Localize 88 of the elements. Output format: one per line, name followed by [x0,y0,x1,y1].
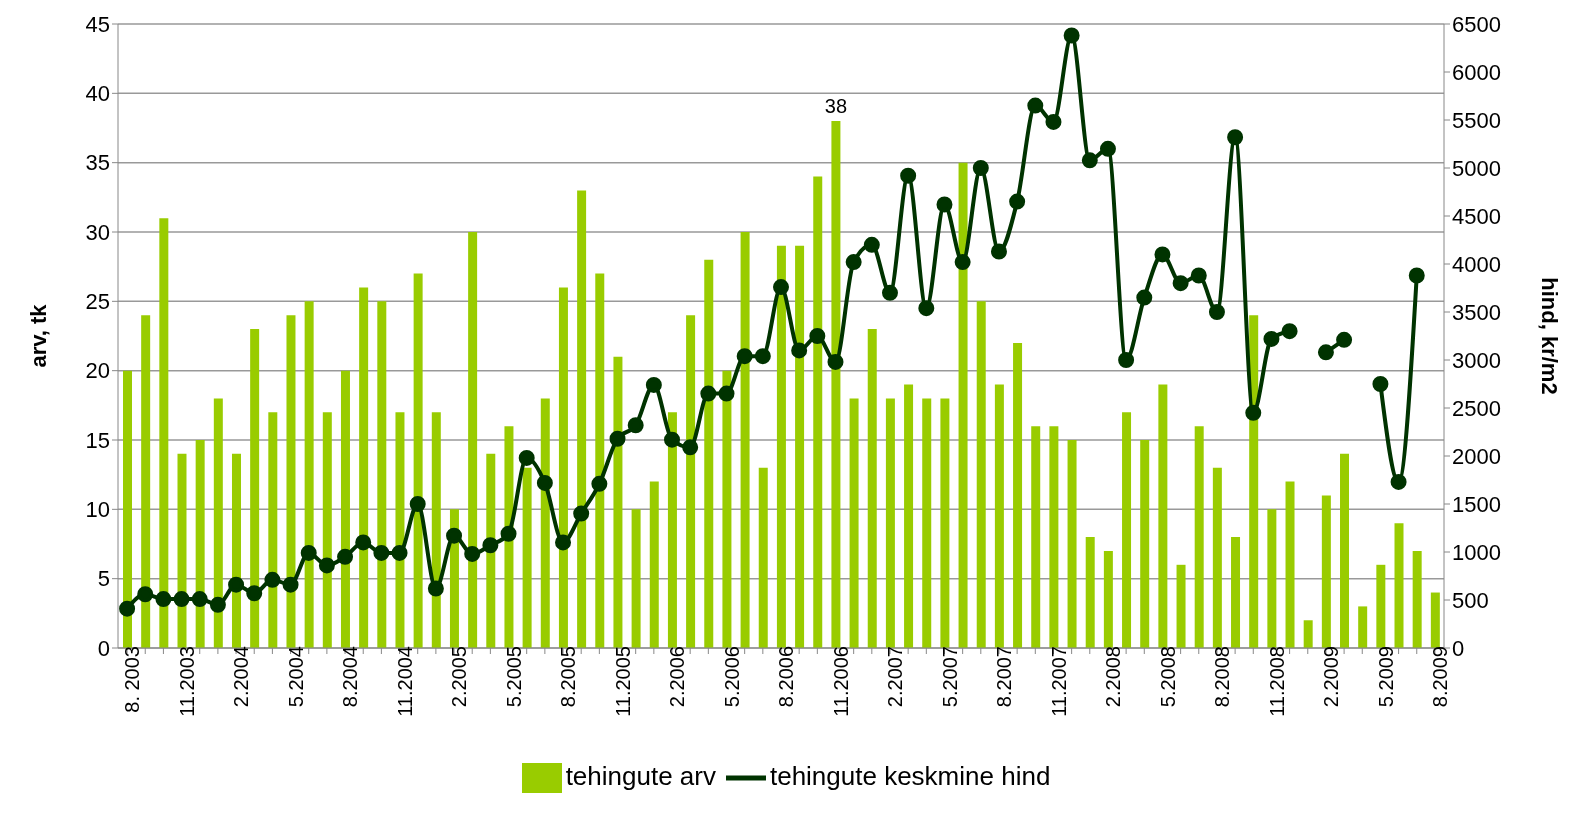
bar [849,398,859,648]
bar [1231,537,1241,648]
y2-tick-label: 0 [1452,635,1465,661]
x-tick-label: 11.2004 [393,646,416,717]
x-tick-label: 2.2006 [666,646,689,708]
y-tick-label: 40 [85,81,110,107]
y-axis-title: arv, tk [25,303,51,368]
y2-tick-label: 1000 [1452,539,1501,565]
bar [994,384,1004,648]
bar [904,384,914,648]
x-tick-label: 8. 2003 [121,646,144,713]
x-tick-label: 5.2005 [502,646,525,708]
y-tick-label: 45 [85,11,110,37]
x-tick-label: 5.2004 [284,646,307,708]
y-tick-label: 30 [85,219,110,245]
bar [649,481,659,648]
y-tick-label: 20 [85,358,110,384]
y-tick-label: 10 [85,497,110,523]
bar [1321,495,1331,648]
bar [1176,564,1186,648]
bar [1049,426,1059,648]
bar [1103,550,1113,648]
y2-tick-label: 3500 [1452,299,1501,325]
bar [1285,481,1295,648]
x-tick-label: 2.2009 [1320,646,1343,708]
y2-tick-label: 4000 [1452,251,1501,277]
bar [1412,550,1422,648]
y2-tick-label: 4500 [1452,203,1501,229]
y-tick-label: 0 [97,635,110,661]
y2-tick-label: 3000 [1452,347,1501,373]
bar [1140,440,1150,648]
y-tick-label: 15 [85,427,110,453]
x-tick-label: 5.2009 [1374,646,1397,708]
bar [1067,440,1077,648]
legend-label: tehingute keskmine hind [769,760,1051,791]
bar [1158,384,1168,648]
x-tick-label: 8.2009 [1429,646,1452,708]
x-tick-label: 11.2006 [829,646,852,717]
x-tick-label: 11.2007 [1047,646,1070,717]
y2-tick-label: 5500 [1452,107,1501,133]
x-tick-label: 2.2008 [1102,646,1125,708]
y2-axis-title: hind, kr/m2 [1537,277,1563,395]
y2-tick-label: 6500 [1452,11,1501,37]
bar [1085,537,1095,648]
bar [1340,453,1350,648]
x-tick-label: 5.2006 [720,646,743,708]
bar [1376,564,1386,648]
bar [1267,509,1277,648]
y-tick-label: 25 [85,289,110,315]
x-tick-label: 8.2008 [1211,646,1234,708]
bar [631,509,641,648]
bar [922,398,932,648]
x-tick-label: 8.2005 [557,646,580,708]
y2-tick-label: 5000 [1452,155,1501,181]
y2-tick-label: 2000 [1452,443,1501,469]
bar [1122,412,1132,648]
x-tick-label: 8.2006 [775,646,798,708]
bar [1394,523,1404,648]
bar [1430,592,1440,648]
data-label: 38 [824,95,848,118]
bar [758,467,768,648]
y2-tick-label: 1500 [1452,491,1501,517]
x-tick-label: 2.2005 [448,646,471,708]
y2-tick-label: 6000 [1452,59,1501,85]
bar [1212,467,1222,648]
y-tick-label: 35 [85,150,110,176]
bar [1194,426,1204,648]
bar [1358,606,1368,648]
bar [976,301,986,648]
bar [885,398,895,648]
y-tick-label: 5 [97,566,110,592]
bar [1013,342,1023,648]
x-tick-label: 2.2004 [230,646,253,708]
x-tick-label: 8.2007 [993,646,1016,708]
x-tick-label: 8.2004 [339,646,362,708]
x-tick-label: 11.2008 [1265,646,1288,717]
bar [1031,426,1041,648]
x-tick-label: 11.2005 [611,646,634,717]
x-tick-label: 2.2007 [884,646,907,708]
legend-label: tehingute arv [565,760,716,791]
bar [1303,620,1313,648]
x-tick-label: 11.2003 [175,646,198,717]
bar [867,329,877,648]
x-tick-label: 5.2007 [938,646,961,708]
y2-tick-label: 500 [1452,587,1489,613]
bar [940,398,950,648]
y2-tick-label: 2500 [1452,395,1501,421]
x-tick-label: 5.2008 [1156,646,1179,708]
